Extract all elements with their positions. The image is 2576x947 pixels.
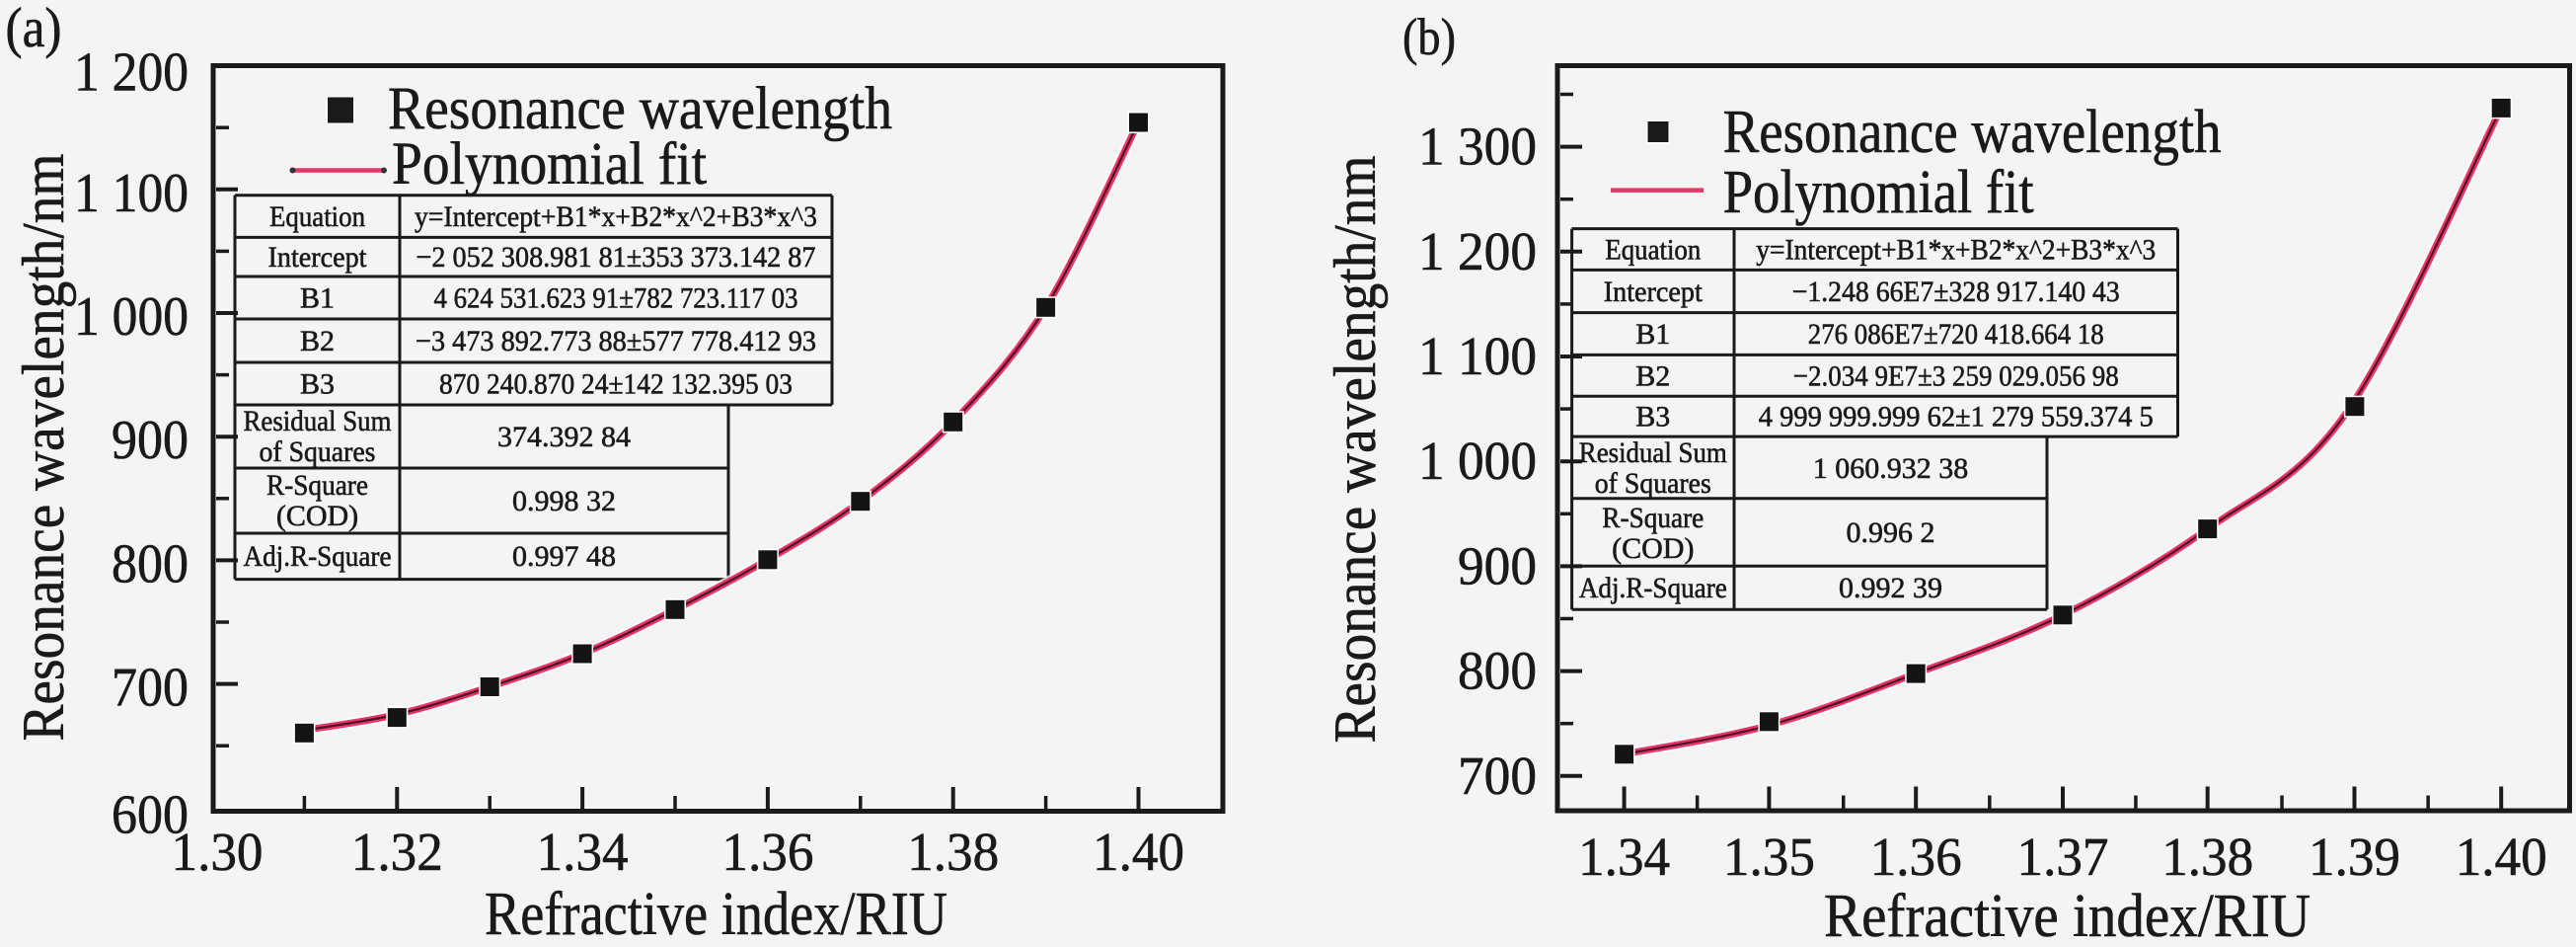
svg-text:1.40: 1.40 bbox=[2456, 827, 2547, 887]
svg-text:800: 800 bbox=[112, 533, 189, 594]
svg-text:600: 600 bbox=[112, 785, 189, 846]
svg-text:B1: B1 bbox=[300, 282, 335, 315]
svg-text:Refractive index/RIU: Refractive index/RIU bbox=[485, 881, 947, 947]
svg-text:1 000: 1 000 bbox=[1418, 431, 1537, 491]
svg-text:of Squares: of Squares bbox=[260, 435, 376, 468]
svg-text:Adj.R-Square: Adj.R-Square bbox=[244, 540, 392, 573]
svg-text:1 000: 1 000 bbox=[74, 286, 189, 348]
svg-text:Residual Sum: Residual Sum bbox=[244, 405, 392, 437]
svg-text:1 060.932 38: 1 060.932 38 bbox=[1813, 452, 1969, 485]
svg-text:B2: B2 bbox=[300, 325, 335, 357]
svg-text:B3: B3 bbox=[1635, 401, 1670, 434]
svg-text:900: 900 bbox=[112, 410, 189, 471]
svg-text:Resonance wavelength/nm: Resonance wavelength/nm bbox=[11, 154, 76, 742]
svg-text:Equation: Equation bbox=[1605, 234, 1701, 267]
svg-text:Residual Sum: Residual Sum bbox=[1579, 436, 1727, 469]
svg-text:0.992 39: 0.992 39 bbox=[1839, 572, 1942, 604]
svg-text:1 200: 1 200 bbox=[74, 42, 189, 104]
svg-text:0.998 32: 0.998 32 bbox=[512, 485, 616, 517]
svg-text:0.996 2: 0.996 2 bbox=[1847, 516, 1935, 549]
svg-text:1.35: 1.35 bbox=[1723, 827, 1815, 887]
svg-text:1.38: 1.38 bbox=[907, 822, 999, 882]
svg-text:Resonance wavelength: Resonance wavelength bbox=[388, 76, 892, 142]
svg-text:y=Intercept+B1*x+B2*x^2+B3*x^3: y=Intercept+B1*x+B2*x^2+B3*x^3 bbox=[415, 200, 817, 233]
svg-text:(COD): (COD) bbox=[1612, 532, 1694, 565]
svg-text:900: 900 bbox=[1458, 535, 1537, 595]
svg-text:870 240.870 24±142 132.395 03: 870 240.870 24±142 132.395 03 bbox=[439, 368, 793, 401]
svg-text:4 624 531.623 91±782 723.117 0: 4 624 531.623 91±782 723.117 03 bbox=[434, 282, 798, 315]
svg-text:1.32: 1.32 bbox=[351, 822, 443, 882]
svg-text:Intercept: Intercept bbox=[1604, 276, 1704, 308]
svg-text:(a): (a) bbox=[6, 0, 62, 59]
svg-text:Adj.R-Square: Adj.R-Square bbox=[1579, 572, 1727, 604]
svg-text:1.34: 1.34 bbox=[1578, 827, 1670, 887]
svg-text:B3: B3 bbox=[300, 368, 335, 401]
svg-text:374.392 84: 374.392 84 bbox=[497, 421, 631, 453]
svg-text:1.40: 1.40 bbox=[1093, 822, 1184, 882]
svg-text:1 200: 1 200 bbox=[1418, 221, 1537, 281]
svg-text:Polynomial fit: Polynomial fit bbox=[392, 131, 707, 197]
svg-text:(COD): (COD) bbox=[276, 500, 358, 532]
svg-text:of Squares: of Squares bbox=[1595, 467, 1711, 500]
svg-text:−1.248 66E7±328 917.140 43: −1.248 66E7±328 917.140 43 bbox=[1792, 276, 2120, 308]
svg-text:B2: B2 bbox=[1635, 359, 1670, 392]
svg-text:1 100: 1 100 bbox=[1418, 326, 1537, 386]
svg-text:1.37: 1.37 bbox=[2017, 827, 2109, 887]
svg-text:800: 800 bbox=[1458, 641, 1537, 701]
svg-text:276 086E7±720 418.664 18: 276 086E7±720 418.664 18 bbox=[1808, 318, 2104, 351]
svg-text:1.38: 1.38 bbox=[2161, 827, 2253, 887]
svg-text:Refractive index/RIU: Refractive index/RIU bbox=[1824, 883, 2311, 947]
svg-text:0.997 48: 0.997 48 bbox=[512, 540, 616, 573]
svg-text:4 999 999.999 62±1 279 559.374: 4 999 999.999 62±1 279 559.374 5 bbox=[1759, 401, 2154, 434]
svg-text:(b): (b) bbox=[1402, 9, 1456, 66]
svg-text:Resonance wavelength/nm: Resonance wavelength/nm bbox=[1323, 156, 1388, 744]
svg-text:−2 052 308.981 81±353 373.142: −2 052 308.981 81±353 373.142 87 bbox=[417, 241, 816, 274]
svg-text:700: 700 bbox=[1458, 746, 1537, 806]
svg-text:R-Square: R-Square bbox=[1602, 502, 1704, 534]
svg-text:1 300: 1 300 bbox=[1418, 117, 1537, 177]
svg-text:1.34: 1.34 bbox=[537, 822, 629, 882]
svg-text:1.36: 1.36 bbox=[1870, 827, 1962, 887]
svg-text:1.39: 1.39 bbox=[2309, 827, 2400, 887]
svg-text:−2.034 9E7±3 259 029.056 98: −2.034 9E7±3 259 029.056 98 bbox=[1793, 359, 2119, 392]
svg-text:y=Intercept+B1*x+B2*x^2+B3*x^3: y=Intercept+B1*x+B2*x^2+B3*x^3 bbox=[1756, 234, 2156, 267]
svg-text:1.36: 1.36 bbox=[721, 822, 813, 882]
svg-text:Equation: Equation bbox=[269, 200, 365, 233]
svg-text:1 100: 1 100 bbox=[74, 163, 189, 224]
svg-text:Polynomial fit: Polynomial fit bbox=[1723, 159, 2034, 226]
svg-text:Intercept: Intercept bbox=[268, 241, 368, 274]
svg-text:−3 473 892.773 88±577 778.412: −3 473 892.773 88±577 778.412 93 bbox=[416, 325, 816, 357]
svg-text:700: 700 bbox=[112, 658, 189, 719]
svg-text:B1: B1 bbox=[1635, 318, 1670, 351]
svg-text:1.30: 1.30 bbox=[172, 822, 264, 882]
svg-text:R-Square: R-Square bbox=[266, 469, 368, 502]
svg-text:Resonance wavelength: Resonance wavelength bbox=[1723, 99, 2222, 166]
